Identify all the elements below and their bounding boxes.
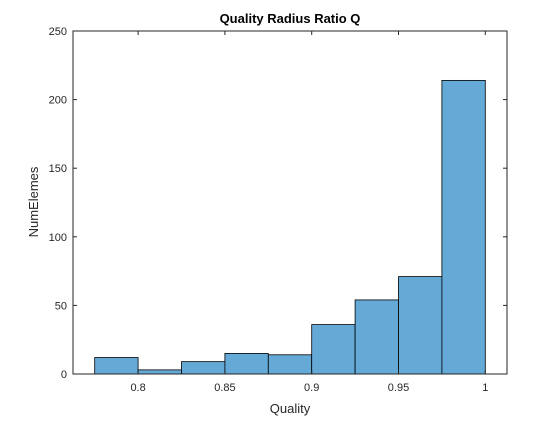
histogram-bar [311,324,356,375]
bars [94,79,486,375]
histogram-bar [398,276,443,375]
y-tick-label: 0 [61,369,67,381]
x-tick-label: 1 [482,382,488,394]
histogram-bar [354,299,399,375]
y-tick-label: 150 [49,163,67,175]
x-tick-label: 0.8 [130,382,145,394]
y-axis-label: NumElemes [26,166,41,237]
histogram-bar [137,369,182,375]
histogram-bar [267,354,313,375]
y-tick-label: 200 [49,95,67,107]
x-axis-label: Quality [270,401,311,416]
x-tick-label: 0.95 [388,382,409,394]
y-ticks: 0 50 100 150 200 250 [49,26,507,381]
histogram-bar [224,353,269,375]
y-tick-label: 100 [49,232,67,244]
x-tick-label: 0.9 [304,382,319,394]
histogram-bar [181,361,226,375]
y-tick-label: 250 [49,26,67,38]
axes-box [72,30,508,375]
y-tick-label: 50 [55,300,67,312]
chart-title: Quality Radius Ratio Q [220,11,361,26]
histogram-bar [94,357,139,375]
histogram-bar [441,79,486,375]
x-tick-label: 0.85 [214,382,235,394]
x-ticks: 0.8 0.85 0.9 0.95 1 [130,31,488,394]
